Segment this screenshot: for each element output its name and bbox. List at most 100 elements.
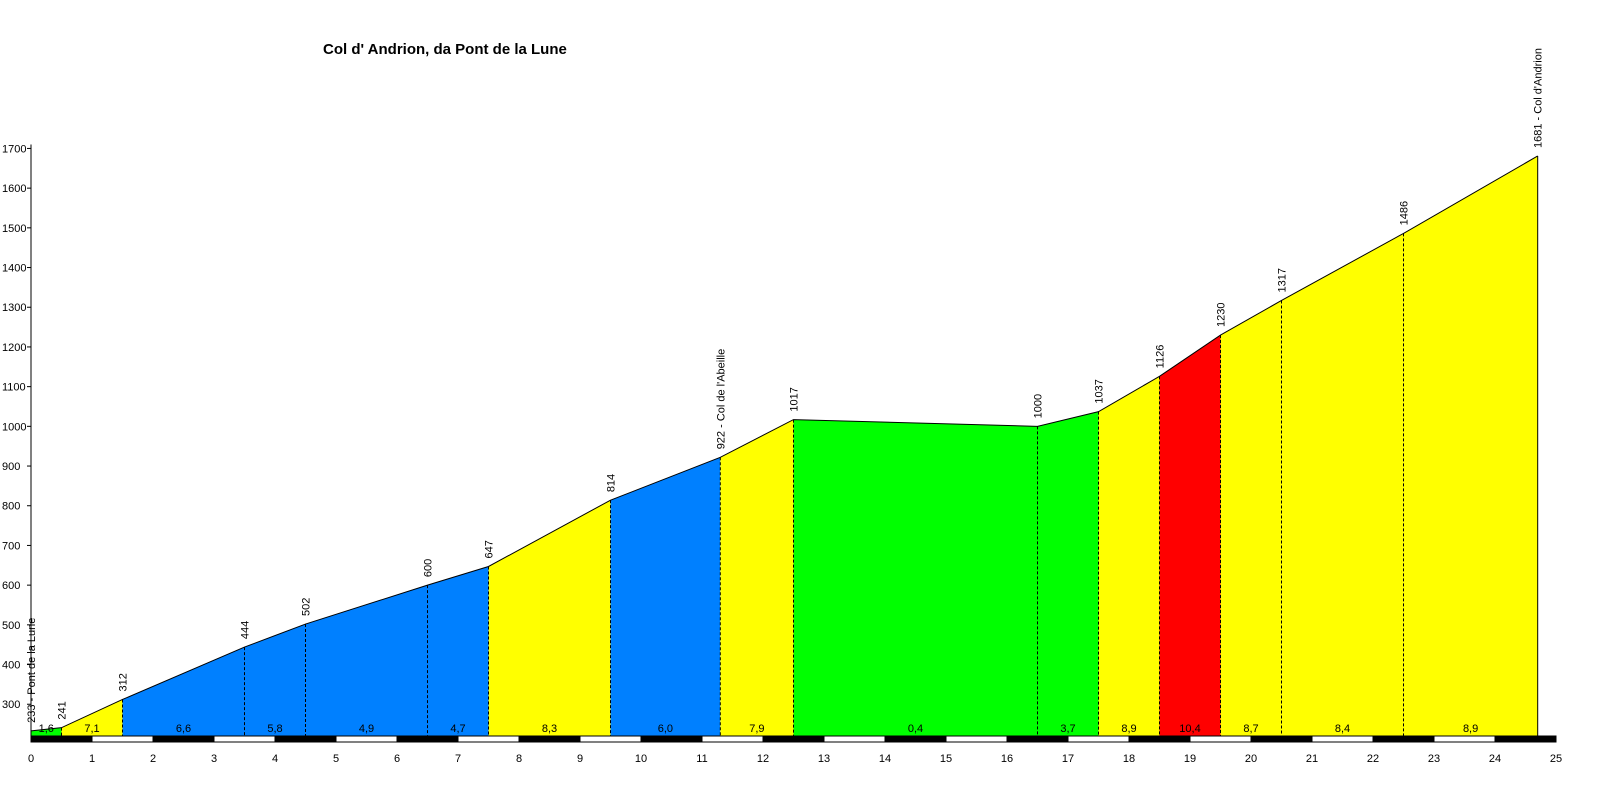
grade-label: 4,9 — [359, 723, 374, 735]
km-band-block — [91, 735, 154, 743]
altitude-labels: 233 - Pont de la Lune 241 312 444 502 600 647 8… — [26, 48, 1545, 723]
altitude-label: 647 — [484, 540, 496, 558]
y-tick-label: 1600 — [2, 183, 26, 195]
y-tick-label: 900 — [2, 461, 20, 473]
y-tick-label: 1700 — [2, 143, 26, 155]
grade-label: 7,9 — [749, 723, 764, 735]
x-tick-label: 21 — [1306, 753, 1318, 765]
grade-label: 6,6 — [176, 723, 191, 735]
y-tick-label: 1200 — [2, 342, 26, 354]
segment-fill-14 — [1220, 300, 1282, 736]
y-axis: 300 400 500 600 700 800 900 1000 1100 1200 1300 140… — [2, 143, 32, 736]
y-tick-label: 1100 — [2, 382, 26, 394]
x-tick-label: 6 — [394, 753, 400, 765]
grade-label: 8,4 — [1335, 723, 1350, 735]
km-band-block — [1250, 735, 1313, 743]
x-tick-label: 11 — [696, 753, 707, 765]
y-tick-label: 500 — [2, 620, 20, 632]
altitude-label: 1230 — [1216, 303, 1228, 327]
x-tick-label: 4 — [272, 753, 278, 765]
x-tick-label: 20 — [1245, 753, 1257, 765]
x-tick-label: 9 — [577, 753, 583, 765]
x-tick-label: 19 — [1184, 753, 1196, 765]
grade-labels: 1,6 7,1 6,6 5,8 4,9 4,7 8,3 6,0 7,9 0,4 3,7 8,9 10,4… — [39, 723, 1479, 735]
grade-label: 8,9 — [1463, 723, 1478, 735]
altitude-label: 922 - Col de l'Abeille — [715, 349, 727, 450]
km-band-block — [1311, 735, 1374, 743]
chart-title: Col d' Andrion, da Pont de la Lune — [323, 41, 567, 58]
x-tick-label: 18 — [1123, 753, 1135, 765]
x-axis: 0 1 2 3 4 5 6 7 8 9 10 11 12 13 14 15 16 17 18 19 20 21 22 23 24… — [28, 735, 1562, 765]
x-tick-label: 13 — [818, 753, 830, 765]
profile-line — [30, 155, 1538, 732]
km-band-block — [1128, 735, 1191, 743]
segment-fill-1 — [31, 727, 62, 736]
km-band-block — [701, 735, 764, 743]
segment-fill-11 — [1037, 411, 1099, 736]
segment-fill-2 — [61, 699, 123, 736]
grade-label: 1,6 — [39, 723, 54, 735]
km-band-block — [274, 735, 337, 743]
x-tick-label: 1 — [89, 753, 95, 765]
altitude-label: 1000 — [1033, 394, 1045, 418]
km-band-block — [823, 735, 886, 743]
x-tick-label: 24 — [1489, 753, 1501, 765]
km-band-block — [640, 735, 703, 743]
grade-label: 4,7 — [450, 723, 465, 735]
x-tick-label: 16 — [1001, 753, 1013, 765]
km-band-block — [1067, 735, 1130, 743]
altitude-label: 312 — [118, 673, 130, 691]
grade-label: 8,7 — [1243, 723, 1258, 735]
altitude-label: 814 — [606, 474, 618, 492]
grade-label: 5,8 — [267, 723, 282, 735]
km-band-block — [579, 735, 642, 743]
km-band-block — [213, 735, 276, 743]
grade-label: 8,9 — [1121, 723, 1136, 735]
km-band-block — [396, 735, 459, 743]
x-tick-label: 25 — [1550, 753, 1562, 765]
segment-fills — [31, 155, 1538, 736]
x-tick-label: 12 — [757, 753, 769, 765]
altitude-label: 1486 — [1399, 201, 1411, 225]
y-tick-label: 1000 — [2, 421, 26, 433]
altitude-label: 1126 — [1155, 345, 1167, 369]
grade-label: 6,0 — [658, 723, 673, 735]
altitude-label: 1317 — [1277, 268, 1289, 292]
x-tick-label: 14 — [879, 753, 891, 765]
y-tick-label: 1300 — [2, 302, 26, 314]
segment-fill-12 — [1098, 376, 1160, 736]
km-band-block — [1494, 735, 1557, 743]
segment-fill-4 — [244, 624, 306, 736]
km-band-block — [518, 735, 581, 743]
grade-label: 7,1 — [84, 723, 99, 735]
y-tick-label: 1400 — [2, 263, 26, 275]
profile-outline — [30, 155, 1538, 732]
x-tick-label: 2 — [150, 753, 156, 765]
segment-fill-7 — [488, 500, 611, 736]
km-band-block — [30, 735, 93, 743]
km-band-block — [1189, 735, 1252, 743]
km-band-block — [335, 735, 398, 743]
x-tick-label: 0 — [28, 753, 34, 765]
y-tick-label: 600 — [2, 580, 20, 592]
altitude-label: 1017 — [789, 387, 801, 411]
x-tick-label: 17 — [1062, 753, 1074, 765]
x-tick-label: 23 — [1428, 753, 1440, 765]
grade-label: 0,4 — [908, 723, 923, 735]
altitude-label: 444 — [240, 621, 252, 639]
segment-fill-10 — [793, 419, 1038, 736]
grade-label: 10,4 — [1179, 723, 1200, 735]
segment-fill-13 — [1159, 335, 1221, 736]
x-tick-label: 22 — [1367, 753, 1379, 765]
segment-fill-5 — [305, 585, 428, 736]
altitude-label: 600 — [423, 559, 435, 577]
altitude-label: 502 — [301, 598, 313, 616]
x-tick-label: 5 — [333, 753, 339, 765]
y-tick-label: 1500 — [2, 223, 26, 235]
grade-label: 8,3 — [542, 723, 557, 735]
segment-fill-6 — [427, 566, 489, 736]
y-tick-label: 400 — [2, 660, 20, 672]
km-band-block — [945, 735, 1008, 743]
x-tick-label: 3 — [211, 753, 217, 765]
